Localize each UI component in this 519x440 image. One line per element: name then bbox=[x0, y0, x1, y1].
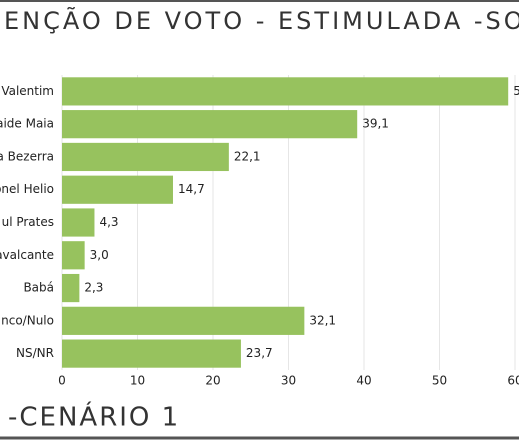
value-label: 3,0 bbox=[90, 248, 109, 262]
bar bbox=[62, 306, 305, 335]
bar bbox=[62, 339, 241, 368]
value-label: 59,1 bbox=[513, 84, 519, 98]
x-tick-label: 50 bbox=[432, 374, 447, 388]
bar bbox=[62, 175, 173, 204]
x-tick-label: 40 bbox=[356, 374, 371, 388]
bar bbox=[62, 142, 229, 172]
y-tick-label: nco/Nulo bbox=[1, 313, 54, 327]
x-tick-label: 60 bbox=[507, 374, 519, 388]
x-tick-label: 20 bbox=[205, 374, 220, 388]
value-label: 14,7 bbox=[178, 182, 205, 196]
chart-title: ENÇÃO DE VOTO - ESTIMULADA -SOM bbox=[4, 5, 519, 35]
chart-subtitle: -CENÁRIO 1 bbox=[8, 401, 180, 433]
y-tick-label: ul Prates bbox=[2, 215, 54, 229]
y-tick-label: onel Helio bbox=[0, 182, 54, 196]
x-tick-label: 30 bbox=[281, 374, 296, 388]
y-tick-label: aide Maia bbox=[0, 117, 54, 131]
value-label: 39,1 bbox=[362, 117, 389, 131]
bar bbox=[62, 110, 358, 139]
bar bbox=[62, 208, 95, 237]
y-tick-label: avalcante bbox=[0, 248, 54, 262]
x-tick-label: 10 bbox=[130, 374, 145, 388]
bar bbox=[62, 273, 80, 303]
value-label: 23,7 bbox=[246, 346, 273, 360]
x-tick-label: 0 bbox=[58, 374, 66, 388]
bar bbox=[62, 77, 509, 106]
bar bbox=[62, 241, 85, 270]
value-label: 4,3 bbox=[99, 215, 118, 229]
y-tick-label: NS/NR bbox=[16, 346, 54, 360]
y-tick-label: Valentim bbox=[1, 84, 54, 98]
value-label: 2,3 bbox=[84, 281, 103, 295]
y-tick-label: a Bezerra bbox=[0, 149, 54, 163]
y-tick-label: Babá bbox=[23, 281, 54, 295]
value-label: 32,1 bbox=[309, 313, 336, 327]
value-label: 22,1 bbox=[234, 149, 261, 163]
